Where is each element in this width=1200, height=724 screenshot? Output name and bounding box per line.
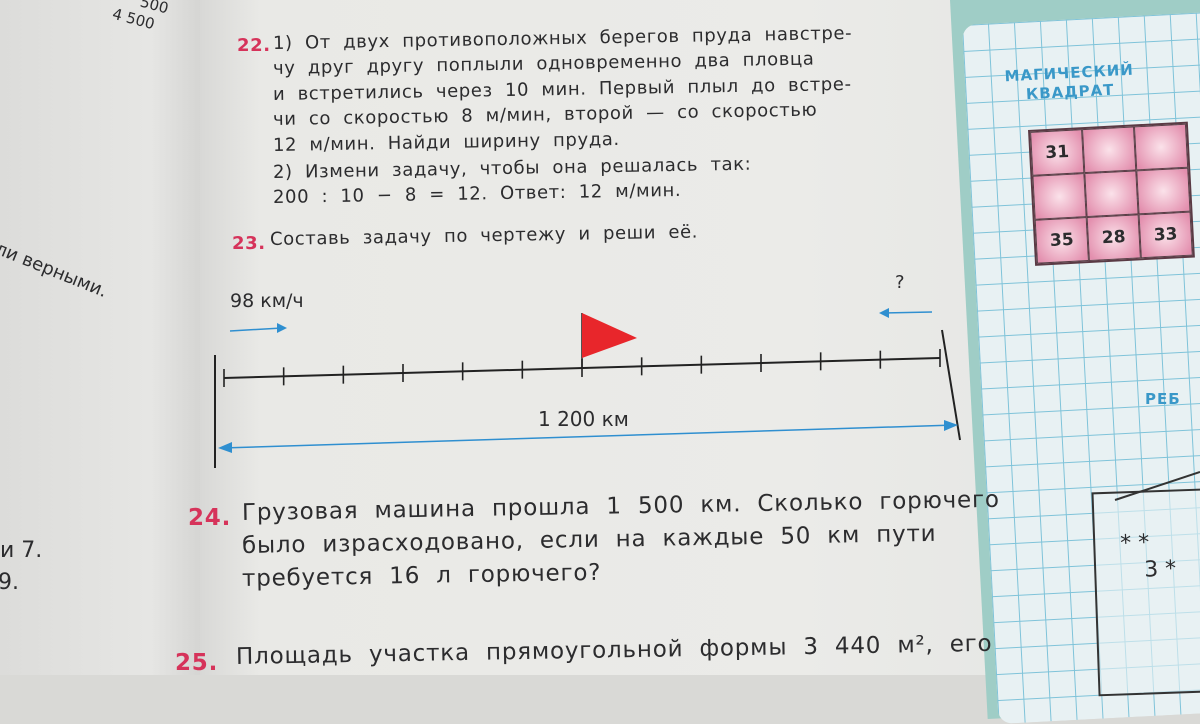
magic-cell [1084,170,1139,218]
rebus-box: * * 3 * [1091,487,1200,697]
magic-cell [1136,167,1191,215]
speed-label: 98 км/ч [230,290,304,312]
right-boundary [941,329,961,441]
rebus-row: * * [1119,530,1150,557]
magic-cell: 31 [1030,129,1085,176]
speed-arrow [229,327,283,332]
arrow-head-right-icon [944,420,958,431]
distance-arrow [221,424,956,449]
rebus-pointer [1114,471,1200,501]
arrow-left-icon [879,308,889,318]
problem-number: 24. [188,505,232,531]
text-fragment: и 7. [0,538,43,563]
text-fragment: 9. [0,570,19,595]
magic-cell [1082,126,1137,174]
flag-icon [582,313,637,358]
magic-square-title: МАГИЧЕСКИЙ КВАДРАТ [1004,61,1135,106]
magic-cell: 28 [1086,214,1141,261]
diagram [214,308,961,468]
distance-label: 1 200 км [538,407,629,431]
rebus-title: РЕБ [1145,390,1181,408]
problem-number: 22. [237,35,271,56]
problem-number: 25. [175,650,219,676]
left-page: 500 4 500 ли верными. и 7. 9. [0,0,215,675]
magic-square: 31 35 28 33 [1028,121,1195,266]
arrow-head-left-icon [218,442,232,453]
unknown-speed-label: ? [895,272,905,293]
unknown-speed-arrow [884,311,933,314]
magic-cell [1133,123,1189,171]
magic-cell [1032,173,1087,220]
rebus-row: 3 * [1143,556,1177,583]
problem-number: 23. [232,233,266,254]
magic-cell: 35 [1034,217,1089,264]
arrow-right-icon [277,323,287,333]
magic-cell: 33 [1138,211,1193,259]
